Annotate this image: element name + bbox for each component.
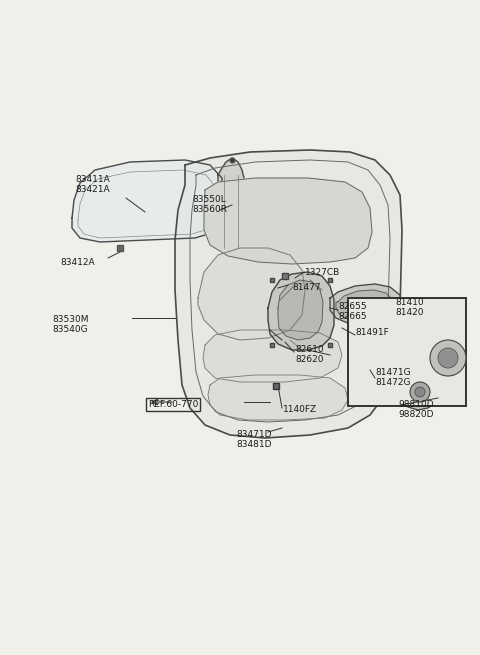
Text: 83471D
83481D: 83471D 83481D xyxy=(236,430,272,449)
Text: 83550L
83560R: 83550L 83560R xyxy=(192,195,227,214)
Text: 83411A
83421A: 83411A 83421A xyxy=(75,175,110,195)
Polygon shape xyxy=(198,248,305,340)
Text: 81471G
81472G: 81471G 81472G xyxy=(375,368,410,387)
Text: 81477: 81477 xyxy=(292,283,321,292)
Text: 1327CB: 1327CB xyxy=(305,268,340,277)
Text: 81491F: 81491F xyxy=(355,328,389,337)
Polygon shape xyxy=(268,272,334,350)
Circle shape xyxy=(430,340,466,376)
Text: REF.60-770: REF.60-770 xyxy=(148,400,198,409)
Polygon shape xyxy=(400,374,438,410)
Polygon shape xyxy=(204,178,372,264)
Text: 83412A: 83412A xyxy=(60,258,95,267)
Polygon shape xyxy=(208,375,348,420)
Polygon shape xyxy=(175,150,402,438)
Circle shape xyxy=(438,348,458,368)
Polygon shape xyxy=(203,330,342,382)
Text: 98810D
98820D: 98810D 98820D xyxy=(398,400,433,419)
Polygon shape xyxy=(330,284,402,325)
Polygon shape xyxy=(72,160,222,242)
Polygon shape xyxy=(336,290,394,321)
Text: 81410
81420: 81410 81420 xyxy=(395,298,424,318)
Bar xyxy=(348,298,466,406)
Text: 1140FZ: 1140FZ xyxy=(283,405,317,414)
Text: 82610
82620: 82610 82620 xyxy=(295,345,324,364)
Circle shape xyxy=(410,382,430,402)
Text: 83530M
83540G: 83530M 83540G xyxy=(52,315,88,335)
Polygon shape xyxy=(278,280,323,340)
Circle shape xyxy=(415,387,425,397)
Text: 82655
82665: 82655 82665 xyxy=(338,302,367,322)
Polygon shape xyxy=(218,158,244,252)
